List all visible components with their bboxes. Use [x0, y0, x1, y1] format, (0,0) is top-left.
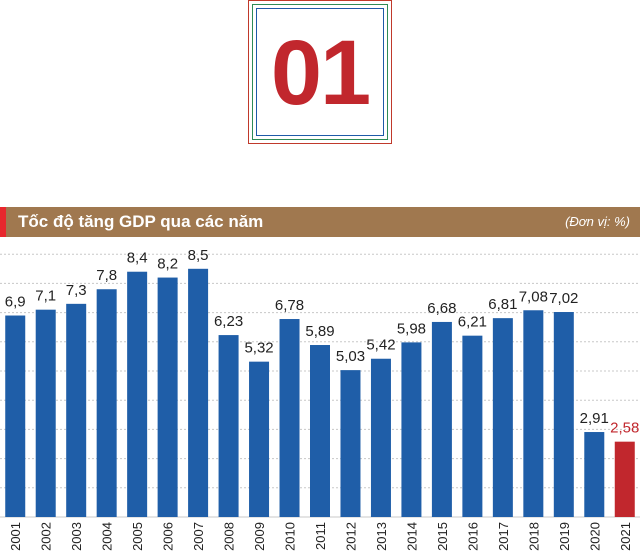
bar-2018 [523, 310, 544, 517]
badge-number: 01 [270, 22, 371, 124]
tick-label-2021: 2021 [618, 522, 633, 551]
data-label-2007: 8,5 [188, 247, 209, 264]
gdp-bar-chart: 6,9 2001 7,1 2002 7,3 2003 7,8 2004 8,4 2005 8,2 20… [0, 247, 640, 551]
bar-2021 [614, 441, 635, 517]
bar-2013 [370, 358, 391, 517]
data-label-2020: 2,91 [580, 410, 609, 427]
badge-border-outer [248, 0, 392, 144]
data-label-2013: 5,42 [366, 337, 395, 354]
bar-2003 [66, 303, 87, 517]
tick-label-2008: 2008 [222, 522, 237, 551]
chart-header: Tốc độ tăng GDP qua các năm (Đơn vị: %) [0, 207, 640, 237]
data-label-2005: 8,4 [127, 250, 148, 267]
tick-label-2016: 2016 [465, 522, 480, 551]
data-label-2011: 5,89 [305, 323, 334, 340]
data-label-2016: 6,21 [458, 314, 487, 331]
tick-label-2015: 2015 [435, 522, 450, 551]
bar-2014 [401, 342, 422, 517]
data-label-2004: 7,8 [96, 267, 117, 284]
data-label-2019: 7,02 [549, 290, 578, 307]
bar-2006 [157, 277, 178, 517]
tick-label-2011: 2011 [313, 522, 328, 550]
tick-label-2014: 2014 [404, 522, 419, 551]
bar-2010 [279, 319, 300, 517]
tick-label-2019: 2019 [557, 522, 572, 551]
data-label-2015: 6,68 [427, 300, 456, 317]
section-badge: 01 [248, 0, 392, 144]
chart-title: Tốc độ tăng GDP qua các năm [18, 212, 264, 231]
tick-label-2020: 2020 [587, 522, 602, 551]
tick-label-2009: 2009 [252, 522, 267, 551]
chart-unit: (Đơn vị: %) [565, 214, 630, 229]
tick-label-2004: 2004 [100, 522, 115, 551]
bar-2011 [310, 345, 330, 517]
bar-2017 [492, 318, 513, 517]
bar-2004 [96, 289, 117, 517]
tick-label-2012: 2012 [343, 522, 358, 551]
tick-label-2006: 2006 [161, 522, 176, 551]
tick-label-2010: 2010 [283, 522, 298, 551]
tick-label-2013: 2013 [374, 522, 389, 551]
data-label-2014: 5,98 [397, 320, 426, 337]
tick-label-2018: 2018 [526, 522, 541, 551]
data-label-2021: 2,58 [610, 420, 639, 437]
tick-label-2005: 2005 [130, 522, 145, 551]
data-label-2003: 7,3 [66, 282, 87, 299]
bar-2007 [188, 268, 209, 517]
data-label-2009: 5,32 [244, 340, 273, 357]
bar-2001 [5, 315, 26, 517]
tick-label-2017: 2017 [496, 522, 511, 551]
data-label-2017: 6,81 [488, 296, 517, 313]
data-label-2018: 7,08 [519, 288, 548, 305]
data-label-2008: 6,23 [214, 313, 243, 330]
bar-2008 [218, 335, 239, 517]
tick-label-2003: 2003 [69, 522, 84, 551]
badge-border-inner [256, 8, 384, 136]
data-label-2006: 8,2 [157, 256, 178, 273]
bar-2005 [127, 271, 148, 517]
tick-label-2001: 2001 [8, 522, 23, 551]
data-label-2002: 7,1 [35, 288, 56, 305]
header-accent [0, 207, 6, 237]
bar-2002 [35, 309, 56, 517]
bar-2019 [553, 312, 574, 517]
bar-2015 [431, 321, 452, 517]
bar-2012 [340, 370, 361, 517]
data-label-2001: 6,9 [5, 294, 26, 311]
bar-2016 [462, 335, 483, 517]
tick-label-2002: 2002 [39, 522, 54, 551]
badge-border-middle [252, 4, 388, 140]
bar-2020 [584, 432, 605, 517]
data-label-2012: 5,03 [336, 348, 365, 365]
bar-2009 [249, 361, 270, 517]
tick-label-2007: 2007 [191, 522, 206, 551]
data-label-2010: 6,78 [275, 297, 304, 314]
